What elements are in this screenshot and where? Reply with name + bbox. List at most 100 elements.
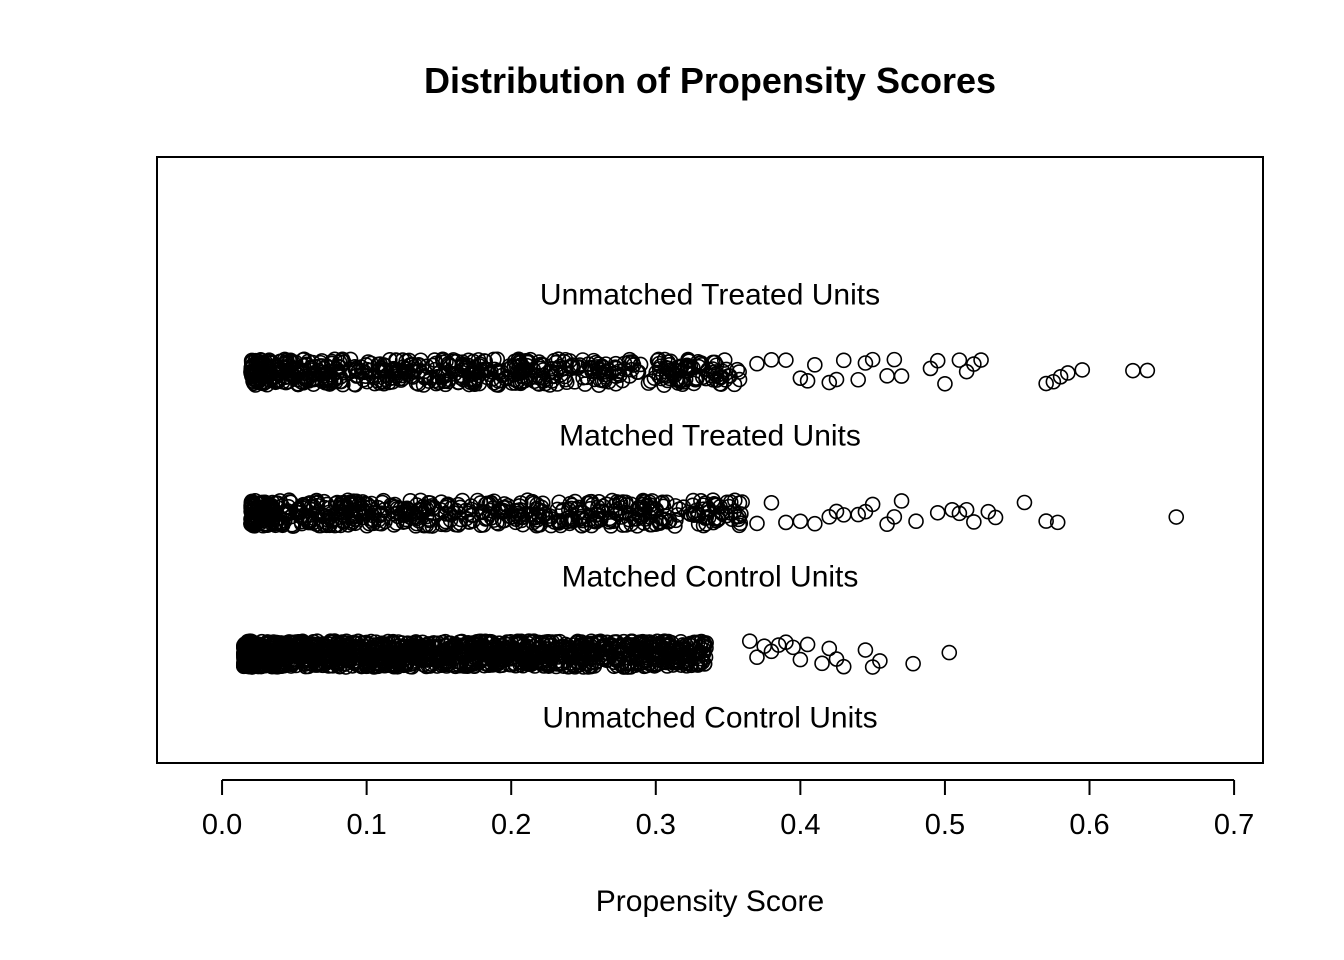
data-point [301,373,317,389]
data-point [280,362,297,378]
data-point [521,633,537,649]
data-point [318,517,335,534]
data-point [908,513,924,530]
data-point [319,651,335,668]
data-point [296,651,312,667]
data-point [375,492,392,509]
data-point [668,371,684,388]
data-point [577,376,593,392]
data-point [1139,362,1156,379]
data-point [273,365,289,382]
data-point [377,371,393,387]
data-point [580,356,597,372]
data-point [966,356,982,372]
data-point [349,367,365,384]
data-point [821,640,838,657]
data-point [363,513,380,529]
data-point [295,500,312,517]
data-point [1038,513,1054,529]
group-labels: Unmatched Treated Units Matched Treated U… [540,279,880,735]
data-point [493,503,509,520]
data-point [370,356,387,373]
data-point [595,505,612,521]
data-point [352,505,369,522]
data-point [386,517,402,533]
data-point [381,644,398,661]
data-point [531,634,547,651]
data-point [680,357,697,374]
data-point [595,498,611,515]
data-point [799,373,816,389]
data-point [521,354,537,370]
data-point [385,370,402,386]
data-point [451,634,468,650]
data-point [564,358,581,375]
data-point [265,368,282,385]
data-point [476,353,493,369]
data-point [616,355,633,372]
x-tick-label: 0.7 [1214,809,1254,841]
data-point [450,374,467,391]
data-point [905,655,921,672]
data-point [488,376,505,393]
data-point [363,495,380,512]
group-label: Unmatched Treated Units [540,279,880,312]
data-point [731,371,748,388]
data-point [436,515,453,532]
data-point [394,352,411,368]
data-point [864,351,881,368]
data-point [667,498,684,514]
data-point [929,352,946,369]
data-point [509,648,526,665]
data-point [560,642,577,658]
data-point [410,512,427,529]
data-point [402,638,418,655]
data-point [778,352,794,368]
data-point [563,500,580,517]
data-point [515,516,531,533]
data-point [310,362,327,379]
data-point [448,502,464,519]
data-point [488,514,505,531]
data-point [690,634,706,651]
data-point [324,355,340,372]
data-point [589,646,605,663]
data-point [496,512,513,529]
data-point [267,515,283,532]
data-point [821,374,838,391]
data-point [241,638,258,654]
data-point [372,507,389,524]
x-tick-label: 0.1 [346,809,386,841]
data-point [473,504,490,520]
x-tick-label: 0.5 [925,809,965,841]
data-point [835,658,852,675]
data-point [445,353,461,370]
data-point [814,655,830,672]
data-point [828,371,845,388]
data-point [385,633,401,650]
data-point [322,508,339,525]
data-point [763,494,780,511]
data-point [857,642,874,658]
data-point [749,355,765,372]
data-point [631,506,648,523]
data-point [338,639,355,656]
data-point [650,351,667,368]
data-point [246,371,263,388]
data-point [566,374,583,390]
data-point [516,359,532,376]
data-point [556,512,573,528]
data-point [551,494,567,511]
data-point [951,352,968,368]
data-point [634,634,651,651]
data-point [423,369,439,386]
data-point [615,494,631,510]
data-point [1038,375,1054,392]
data-point [687,505,703,521]
data-point [705,372,721,388]
data-point [792,513,809,530]
data-point [466,376,483,393]
data-point [373,515,390,532]
data-point [1052,368,1069,385]
data-point [302,362,318,378]
